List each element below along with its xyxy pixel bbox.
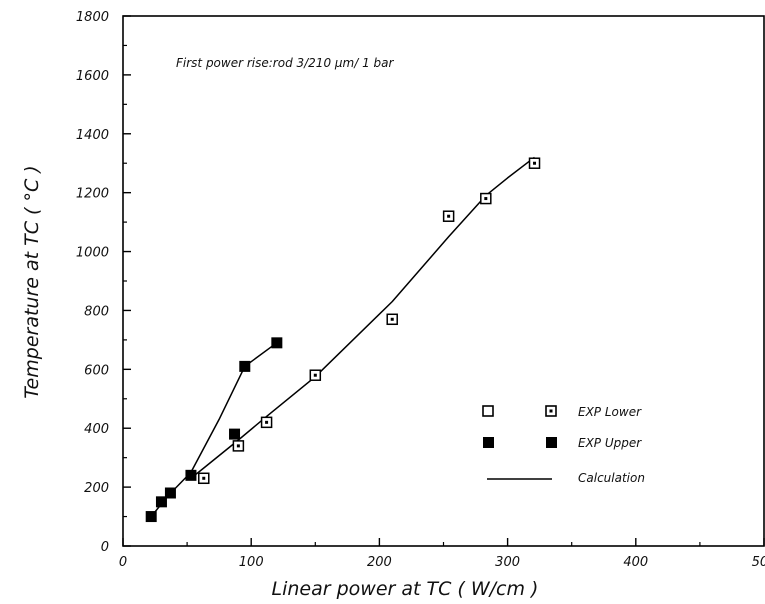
y-axis-title: Temperature at TC ( °C ): [21, 165, 43, 398]
y-tick-label: 200: [84, 481, 109, 496]
exp-upper-point: [145, 511, 157, 523]
calculation-lines: [150, 156, 535, 518]
exp-upper-point: [155, 496, 167, 508]
y-tick-label: 400: [84, 422, 109, 437]
legend: EXP Lower EXP Upper Calculation: [482, 405, 645, 485]
data-points: [145, 157, 541, 523]
plot-frame: [122, 15, 765, 547]
x-tick-label: 100: [239, 555, 264, 570]
exp-upper-point: [164, 487, 176, 499]
y-tick-label: 1000: [76, 246, 109, 261]
exp-upper-point: [239, 360, 251, 372]
x-tick-label: 0: [119, 555, 127, 570]
y-tick-label: 1600: [76, 69, 109, 84]
exp-lower-point-dot: [484, 197, 488, 201]
legend-label-upper: EXP Upper: [578, 436, 642, 450]
y-tick-label: 1400: [76, 128, 109, 143]
legend-marker-lower-1: [482, 405, 494, 417]
y-tick-label: 800: [84, 304, 109, 319]
y-tick-label: 600: [84, 363, 109, 378]
exp-lower-point-dot: [202, 476, 206, 480]
x-axis-title: Linear power at TC ( W/cm ): [272, 578, 539, 600]
chart-annotation: First power rise:rod 3/210 μm/ 1 bar: [176, 56, 394, 70]
exp-lower-point-dot: [533, 161, 537, 165]
y-tick-label: 0: [101, 540, 109, 555]
legend-marker-upper-1: [483, 437, 494, 448]
legend-label-calculation: Calculation: [578, 471, 645, 485]
legend-label-lower: EXP Lower: [578, 405, 642, 419]
x-tick-label: 400: [623, 555, 648, 570]
legend-marker-lower-dot: [549, 409, 553, 413]
exp-lower-point-dot: [313, 373, 317, 377]
exp-upper-point: [271, 337, 283, 349]
exp-lower-point-dot: [236, 444, 240, 448]
exp-upper-point: [229, 428, 241, 440]
exp-upper-point: [185, 469, 197, 481]
x-tick-label: 500: [752, 555, 765, 570]
exp-lower-point-dot: [390, 317, 394, 321]
axis-ticks: 0 100 200 300 400 500 0 200 400 600 800 1000 1200 140…: [76, 10, 765, 570]
y-tick-label: 1800: [76, 10, 109, 25]
x-tick-label: 300: [495, 555, 520, 570]
exp-lower-point-dot: [265, 420, 269, 424]
x-tick-label: 200: [367, 555, 392, 570]
legend-marker-upper-2: [546, 437, 557, 448]
y-tick-label: 1200: [76, 187, 109, 202]
calculation-line: [190, 156, 535, 479]
exp-lower-point-dot: [447, 214, 451, 218]
